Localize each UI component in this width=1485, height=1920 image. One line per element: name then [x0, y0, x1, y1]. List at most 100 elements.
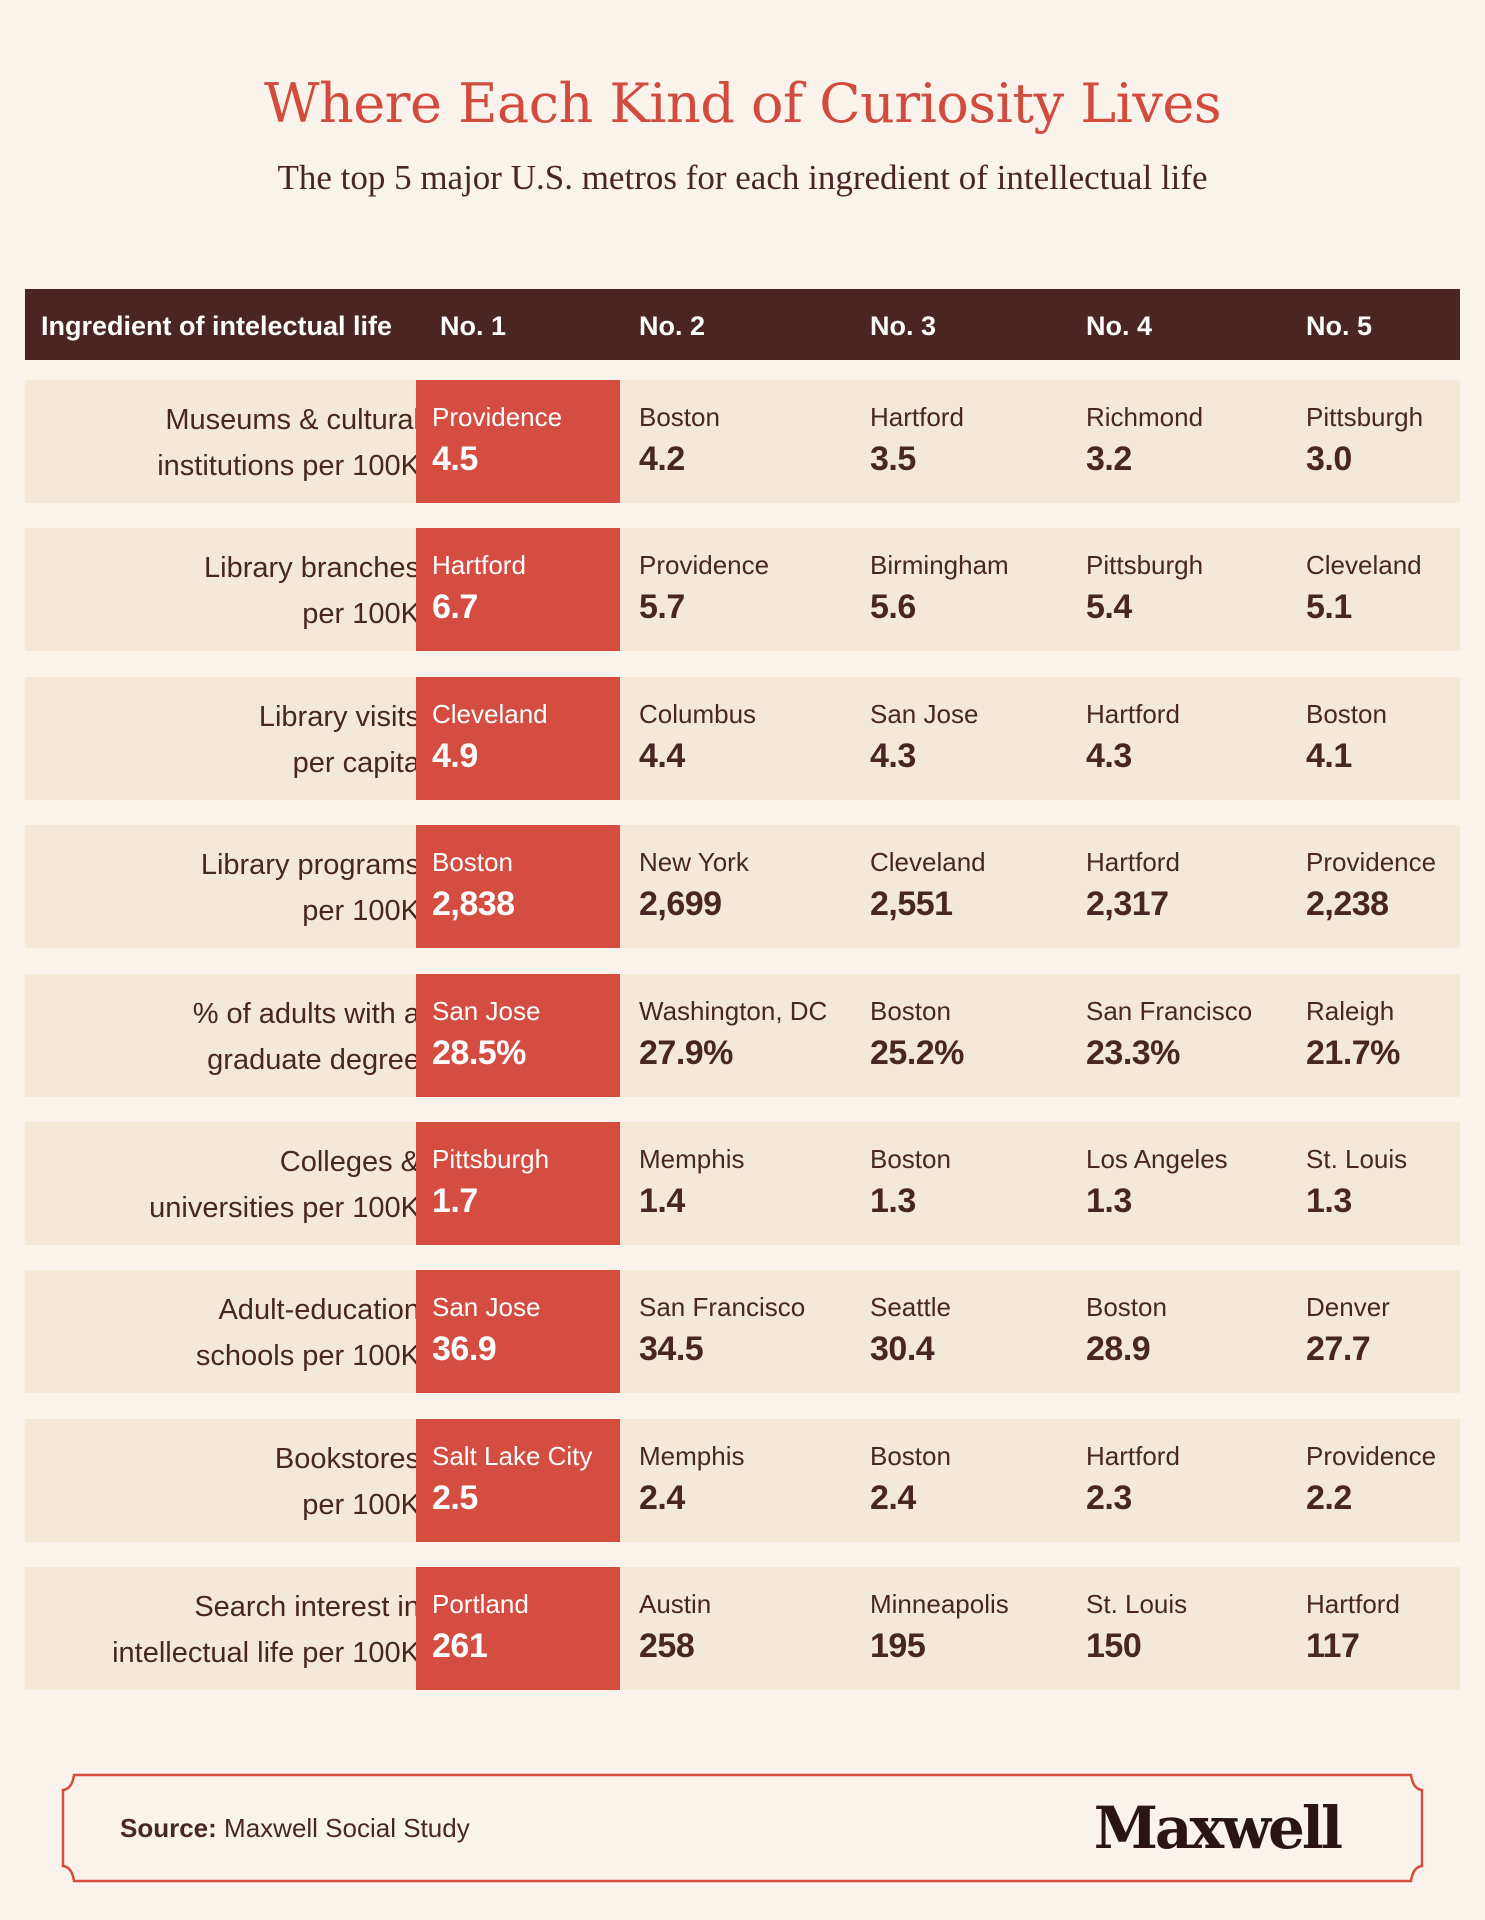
metro-value: 30.4 — [870, 1330, 935, 1369]
chart-subtitle: The top 5 major U.S. metros for each ing… — [277, 158, 1208, 197]
metro-name: Birmingham — [870, 550, 1009, 581]
metro-value: 1.7 — [432, 1182, 478, 1220]
metro-value: 5.6 — [870, 588, 916, 627]
row-label-line: intellectual life per 100K — [112, 1637, 420, 1670]
metro-name: Boston — [870, 995, 951, 1026]
top-rank-highlight: Portland 261 — [416, 1567, 620, 1691]
metro-value: 4.9 — [432, 736, 478, 775]
top-rank-highlight: Providence 4.5 — [416, 380, 620, 503]
row-label-line: per 100K — [302, 598, 420, 631]
metro-value: 23.3% — [1086, 1033, 1180, 1072]
top-rank-highlight: Cleveland 4.9 — [416, 676, 620, 800]
row-label: Adult-education schools per 100K — [196, 1287, 420, 1379]
metro-name: New York — [639, 847, 749, 878]
metro-value: 2,699 — [639, 885, 722, 924]
metro-name: Hartford — [1086, 698, 1180, 729]
metro-name: Memphis — [639, 1440, 745, 1471]
metro-name: Boston — [870, 1144, 951, 1174]
source-note: Source: Maxwell Social Study — [120, 1813, 470, 1844]
row-label-line: per capita — [292, 746, 420, 779]
table-row: Museums & cultural institutions per 100K P… — [25, 380, 1460, 503]
metro-value: 28.9 — [1086, 1330, 1151, 1369]
metro-name: Hartford — [432, 550, 526, 581]
metro-name: Portland — [432, 1589, 529, 1620]
metro-value: 5.4 — [1086, 588, 1132, 627]
table-row: Library visits per capita Cleveland 4.9 Colu… — [25, 676, 1460, 800]
metro-name: San Francisco — [639, 1292, 806, 1323]
row-label-line: Colleges & — [279, 1146, 420, 1178]
row-label: Search interest in intellectual life per … — [112, 1584, 420, 1676]
metro-name: Pittsburgh — [432, 1144, 550, 1174]
metro-value: 1.3 — [1306, 1182, 1352, 1220]
row-label-line: schools per 100K — [195, 1340, 420, 1373]
metro-value: 3.5 — [870, 440, 916, 478]
metro-value: 2,317 — [1086, 885, 1169, 924]
metro-name: Los Angeles — [1086, 1144, 1228, 1174]
metro-value: 21.7% — [1306, 1033, 1400, 1072]
metro-value: 258 — [639, 1627, 695, 1666]
maxwell-logo: Maxwell — [1093, 1794, 1343, 1862]
row-label-line: per 100K — [302, 1488, 420, 1521]
metro-name: Cleveland — [870, 847, 986, 878]
row-label: Library visits per capita — [259, 694, 420, 786]
table-row: Colleges & universities per 100K Pittsburg… — [25, 1122, 1460, 1245]
metro-name: Richmond — [1086, 402, 1204, 432]
metro-value: 5.7 — [639, 588, 685, 627]
table-row: Library programs per 100K Boston 2,838 New Y… — [25, 825, 1460, 949]
metro-value: 2.3 — [1086, 1478, 1132, 1517]
header-no4: No. 4 — [1086, 311, 1153, 341]
metro-name: San Francisco — [1086, 995, 1253, 1026]
metro-name: Washington, DC — [639, 995, 828, 1026]
metro-name: Memphis — [639, 1144, 745, 1174]
source-text: Maxwell Social Study — [224, 1813, 470, 1843]
table-row: Bookstores per 100K Salt Lake City 2.5 Memph… — [25, 1418, 1460, 1542]
metro-name: Austin — [639, 1589, 712, 1620]
metro-name: Pittsburgh — [1306, 402, 1424, 432]
metro-name: St. Louis — [1086, 1589, 1188, 1620]
metro-name: Seattle — [870, 1292, 951, 1323]
chart-title: Where Each Kind of Curiosity Lives — [263, 72, 1222, 135]
metro-value: 4.2 — [639, 440, 685, 478]
top-rank-highlight: Boston 2,838 — [416, 825, 620, 949]
row-label: Museums & cultural institutions per 100K — [157, 397, 420, 489]
row-label: Library branches per 100K — [204, 545, 420, 637]
metro-value: 4.3 — [870, 736, 916, 775]
metro-name: Hartford — [870, 402, 964, 432]
metro-name: Boston — [432, 847, 513, 878]
row-label: % of adults with a graduate degree — [193, 991, 420, 1083]
row-label-line: institutions per 100K — [157, 450, 420, 482]
metro-value: 2,838 — [432, 885, 515, 924]
metro-value: 27.7 — [1306, 1330, 1371, 1369]
row-label-line: Library programs — [200, 849, 420, 882]
metro-name: Providence — [1306, 847, 1437, 878]
metro-value: 36.9 — [432, 1330, 497, 1369]
metro-value: 34.5 — [639, 1330, 704, 1369]
metro-value: 4.1 — [1306, 736, 1352, 775]
row-label-line: % of adults with a — [192, 997, 420, 1030]
table-row: % of adults with a graduate degree San Jos… — [25, 973, 1460, 1097]
metro-value: 5.1 — [1306, 588, 1352, 627]
metro-name: Pittsburgh — [1086, 550, 1204, 581]
metro-value: 195 — [870, 1627, 926, 1666]
top-rank-highlight: Salt Lake City 2.5 — [416, 1418, 620, 1542]
metro-name: St. Louis — [1306, 1144, 1408, 1174]
metro-name: Providence — [639, 550, 770, 581]
source-footer: Source: Maxwell Social Study Maxwell — [60, 1772, 1425, 1884]
metro-value: 2.5 — [432, 1478, 478, 1517]
rankings-table: Ingredient of intelectual life No. 1 No.… — [25, 289, 1460, 1691]
row-label-line: Library branches — [204, 552, 420, 585]
header-no5: No. 5 — [1306, 311, 1373, 341]
metro-value: 28.5% — [432, 1033, 526, 1072]
table-row: Search interest in intellectual life per … — [25, 1567, 1460, 1691]
row-label: Bookstores per 100K — [275, 1436, 420, 1528]
metro-value: 2.2 — [1306, 1478, 1352, 1517]
metro-value: 6.7 — [432, 588, 478, 627]
metro-name: Salt Lake City — [432, 1440, 593, 1471]
metro-value: 27.9% — [639, 1033, 733, 1072]
metro-name: Cleveland — [1306, 550, 1422, 581]
source-label: Source: — [120, 1813, 217, 1843]
row-label-line: Bookstores — [274, 1442, 420, 1475]
row-label-line: universities per 100K — [149, 1192, 420, 1224]
top-rank-highlight: Hartford 6.7 — [416, 528, 620, 652]
header-no1: No. 1 — [440, 311, 507, 341]
